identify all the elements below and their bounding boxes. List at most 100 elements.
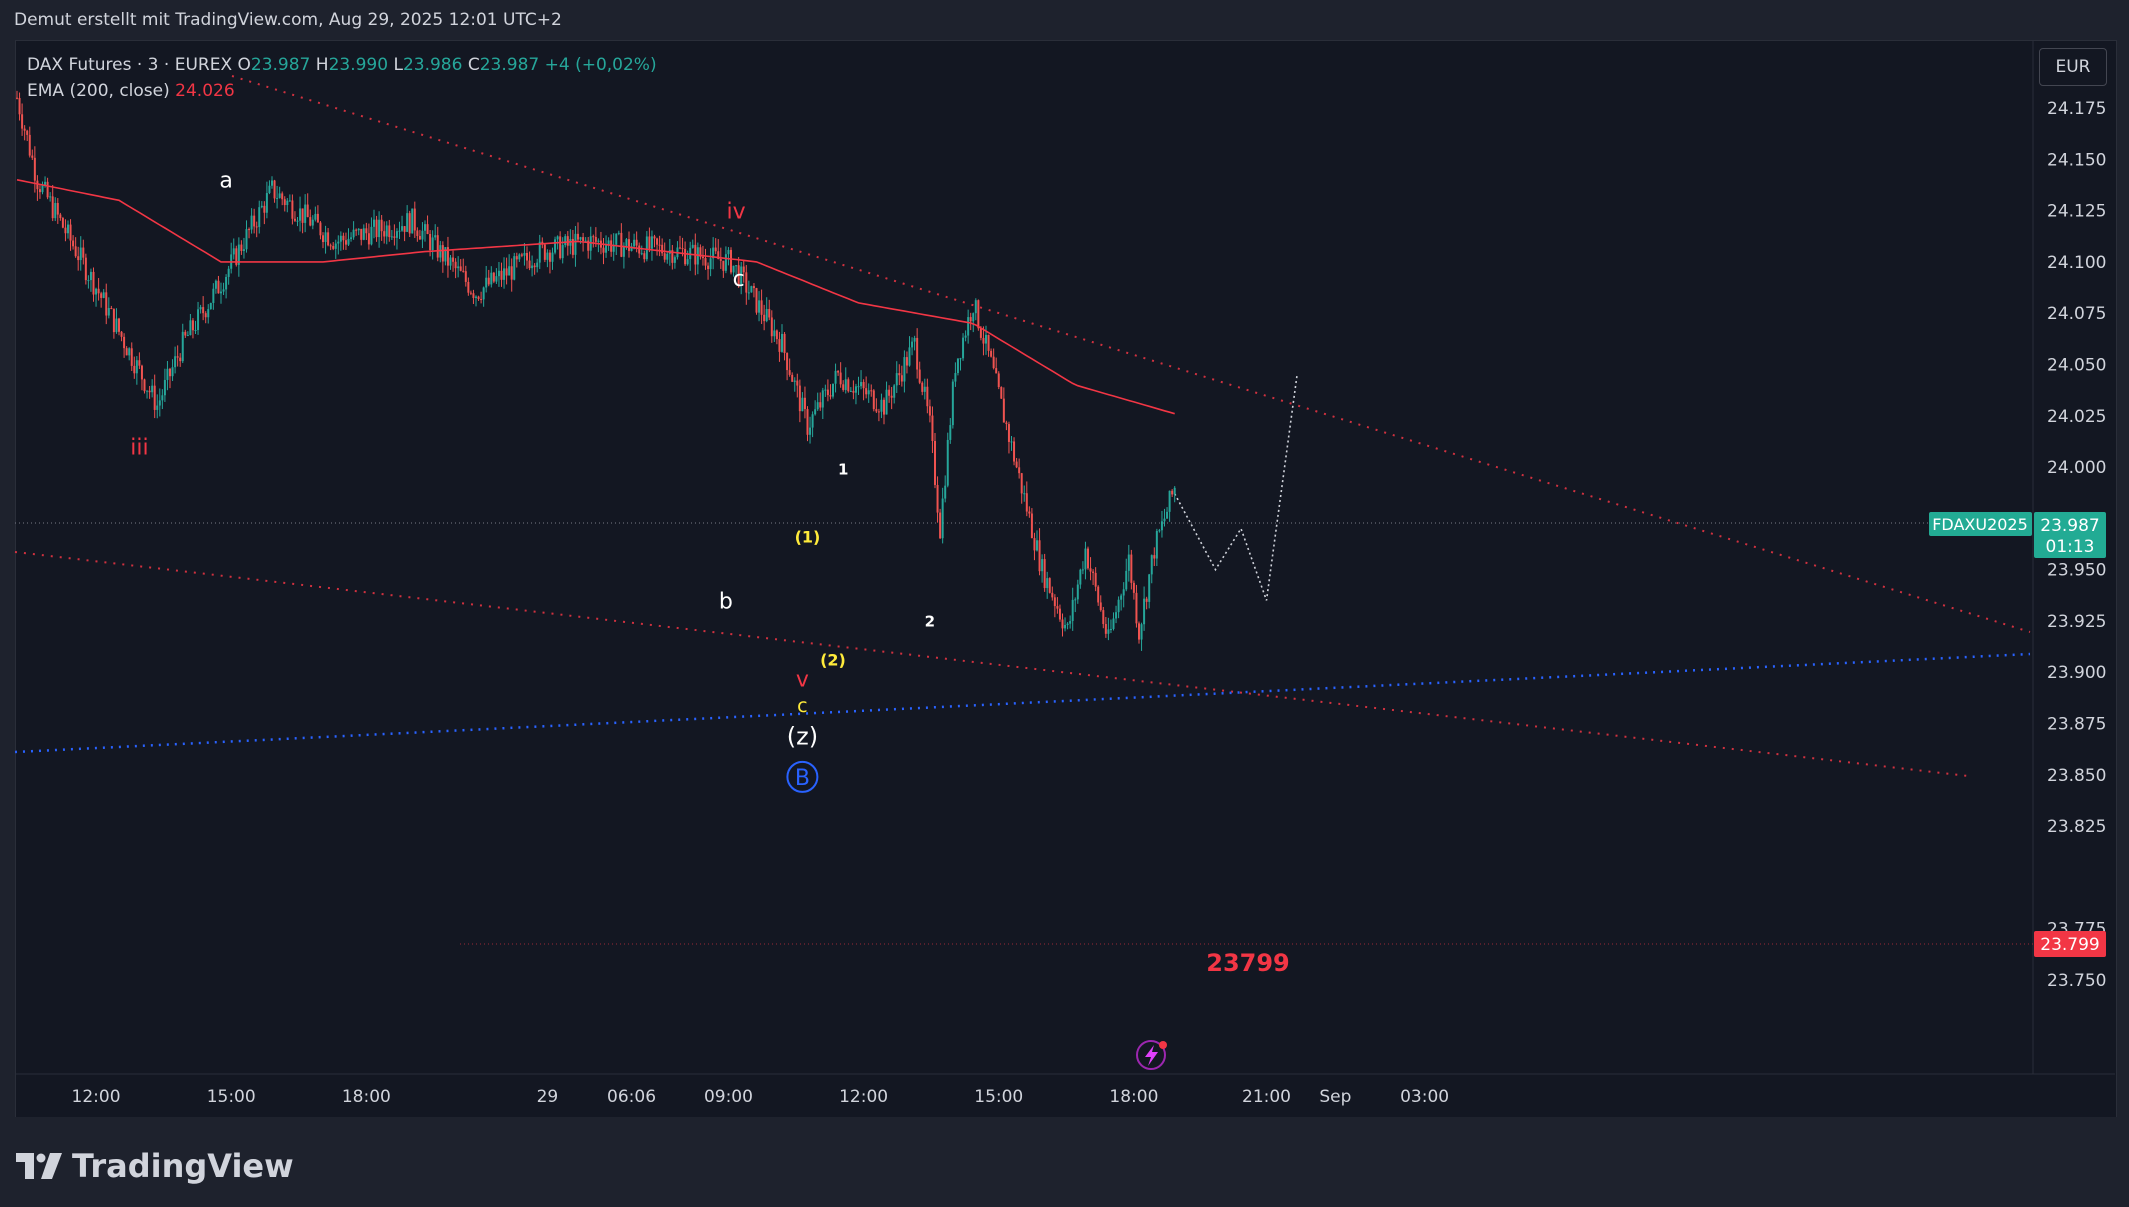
candle-body [898, 373, 901, 376]
price-tick-label: 23.825 [2047, 817, 2106, 837]
candle-body [408, 213, 411, 234]
candle-body [286, 200, 289, 206]
candle-body [826, 389, 829, 396]
candle-body [911, 341, 914, 348]
time-tick-label: 06:06 [607, 1087, 656, 1107]
candle-body [1056, 606, 1059, 609]
candle-body [265, 193, 268, 213]
candle-body [464, 271, 467, 282]
candle-body [796, 380, 799, 386]
candle-body [740, 266, 743, 286]
candle-body [202, 307, 205, 314]
candle-body [497, 270, 500, 277]
candle-body [946, 439, 949, 486]
candle-body [337, 241, 340, 244]
time-tick-label: Sep [1319, 1087, 1351, 1107]
candle-body [1058, 608, 1061, 620]
candle-body [926, 386, 929, 407]
candle-body [54, 202, 57, 219]
candle-body [61, 218, 64, 228]
candle-body [1061, 619, 1064, 629]
currency-button[interactable]: EUR [2039, 48, 2107, 86]
candle-body [543, 244, 546, 260]
candle-body [102, 292, 105, 298]
candle-body [1018, 467, 1021, 474]
candle-body [115, 318, 118, 333]
blue-support-line [14, 652, 2031, 754]
candle-body [1094, 572, 1097, 587]
candle-body [617, 232, 620, 234]
candle-body [1135, 592, 1138, 624]
candle-body [1087, 548, 1089, 569]
candle-body [1171, 490, 1174, 495]
candle-body [574, 233, 577, 255]
candle-body [737, 265, 740, 286]
candle-body [232, 248, 235, 255]
lightning-alert-icon[interactable] [1136, 1040, 1167, 1070]
time-axis[interactable]: 12:00 15:00 18:00 29 06:06 09:00 12:00 15:00 18:… [72, 1087, 1450, 1107]
candle-body [1145, 598, 1148, 602]
candle-body [156, 405, 159, 410]
candle-body [179, 357, 182, 362]
candle-body [505, 268, 508, 276]
candle-body [143, 379, 146, 392]
wave-label: 2 [925, 612, 935, 630]
candle-body [293, 218, 296, 221]
candle-body [350, 237, 353, 239]
candle-body [174, 356, 177, 368]
candle-body [814, 409, 817, 415]
candle-body [1036, 540, 1038, 551]
candle-body [51, 196, 54, 219]
candle-body [316, 213, 319, 223]
candle-body [311, 219, 314, 226]
legend-row-symbol: DAX Futures · 3 · EUREX O23.987 H23.990 … [27, 52, 657, 78]
price-tick-label: 24.175 [2047, 99, 2106, 119]
legend-low: 23.986 [402, 55, 463, 75]
candle-body [1166, 511, 1169, 519]
legend-symbol[interactable]: DAX Futures · 3 · EUREX [27, 55, 233, 75]
chart-frame[interactable] [15, 40, 2117, 1118]
candle-body [383, 231, 386, 237]
candle-body [225, 276, 228, 290]
candle-body [607, 240, 610, 246]
candle-body [344, 240, 347, 245]
candle-body [365, 228, 368, 234]
candle-body [538, 241, 541, 263]
candle-body [77, 256, 80, 261]
header-text: Demut erstellt mit TradingView.com, Aug … [14, 10, 562, 30]
candle-body [324, 232, 327, 243]
candle-body [709, 258, 712, 270]
candle-body [413, 208, 416, 231]
tradingview-logo[interactable]: TradingView [16, 1147, 294, 1185]
candle-body [100, 293, 103, 298]
price-axis[interactable]: 24.175 24.150 24.125 24.100 24.075 24.050 24.0… [2047, 99, 2106, 991]
candle-body [258, 207, 261, 228]
candle-body [1010, 441, 1013, 443]
price-tick-label: 24.100 [2047, 253, 2106, 273]
candle-body [551, 252, 554, 262]
candle-body [1089, 568, 1092, 572]
candle-body [717, 251, 720, 260]
candle-body [625, 239, 628, 246]
candle-body [41, 184, 44, 193]
candle-body [531, 265, 534, 269]
candle-body [1130, 554, 1133, 583]
symbol-tag: FDAXU2025 [1932, 515, 2028, 534]
candle-body [788, 370, 791, 375]
candle-body [712, 247, 715, 259]
wave-label: B [795, 766, 810, 791]
candle-body [852, 390, 855, 393]
candle-body [197, 309, 200, 331]
candle-body [722, 260, 725, 271]
candle-body [418, 235, 421, 240]
candle-body [964, 335, 967, 338]
candle-body [1092, 571, 1095, 573]
candle-body [1030, 513, 1033, 539]
candle-body [398, 230, 401, 232]
candle-body [401, 226, 404, 231]
candle-body [867, 390, 870, 395]
candle-body [222, 289, 225, 292]
candle-body [276, 197, 279, 199]
legend-ema-label[interactable]: EMA (200, close) [27, 81, 170, 101]
